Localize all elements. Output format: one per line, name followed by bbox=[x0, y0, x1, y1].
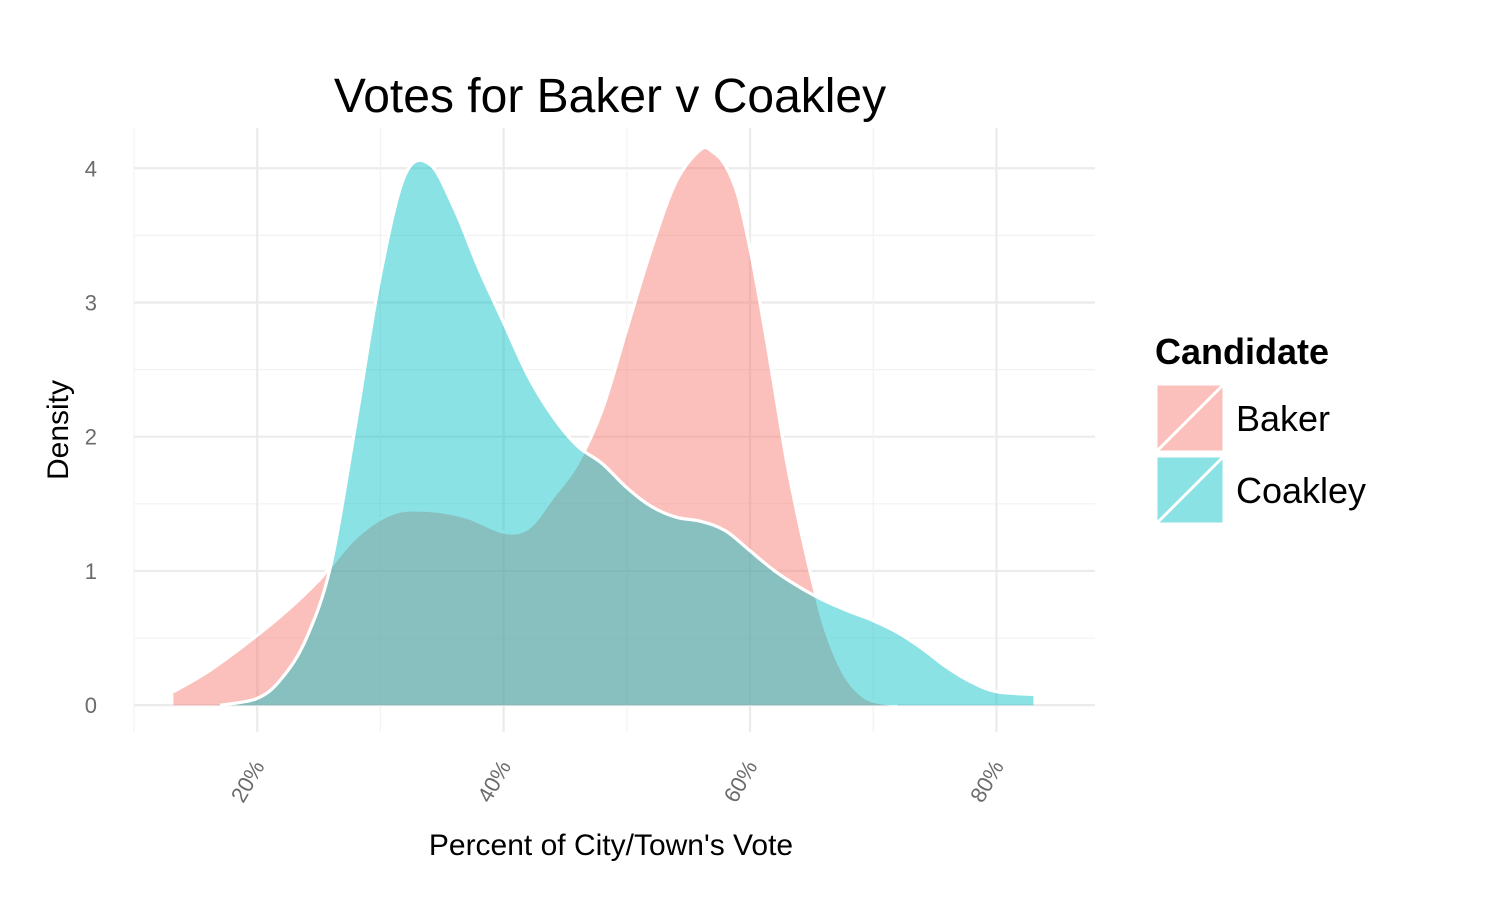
y-tick-label: 4 bbox=[85, 156, 97, 181]
y-tick-label: 1 bbox=[85, 559, 97, 584]
legend-item-coakley: Coakley bbox=[1154, 454, 1366, 526]
legend-label-baker: Baker bbox=[1236, 398, 1330, 439]
density-area-coakley bbox=[220, 160, 1034, 706]
density-areas bbox=[172, 145, 1034, 707]
legend-title: Candidate bbox=[1155, 331, 1329, 372]
legend-items: Baker Coakley bbox=[1154, 382, 1366, 526]
y-tick-label: 3 bbox=[85, 290, 97, 315]
y-tick-label: 2 bbox=[85, 425, 97, 450]
y-tick-label: 0 bbox=[85, 693, 97, 718]
y-axis-title: Density bbox=[42, 380, 75, 480]
legend: Candidate Baker Coakley bbox=[1154, 331, 1366, 526]
legend-item-baker: Baker bbox=[1154, 382, 1330, 454]
density-outline-baker bbox=[172, 145, 899, 707]
legend-key-line-baker bbox=[1154, 382, 1226, 454]
x-axis-title: Percent of City/Town's Vote bbox=[429, 829, 793, 862]
legend-label-coakley: Coakley bbox=[1236, 470, 1366, 511]
legend-key-line-coakley bbox=[1154, 454, 1226, 526]
density-outline-coakley bbox=[219, 158, 1034, 707]
x-tick-label: 20% bbox=[226, 756, 270, 807]
y-axis-ticks: 0 1 2 3 4 bbox=[85, 156, 97, 718]
density-area-baker bbox=[173, 147, 898, 706]
x-tick-label: 40% bbox=[472, 756, 516, 807]
x-tick-label: 60% bbox=[719, 756, 763, 807]
x-axis-ticks: 20% 40% 60% 80% bbox=[226, 756, 1009, 807]
grid bbox=[133, 128, 1095, 732]
chart-title: Votes for Baker v Coakley bbox=[334, 70, 886, 123]
x-tick-label: 80% bbox=[965, 756, 1009, 807]
